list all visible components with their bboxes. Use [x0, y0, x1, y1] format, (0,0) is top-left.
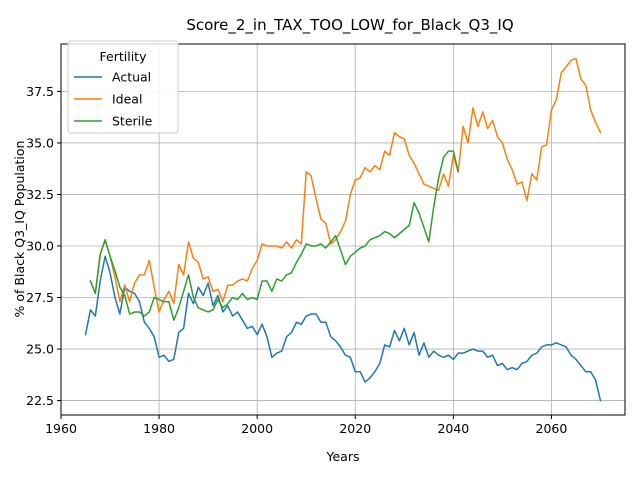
y-tick-label: 37.5 [26, 84, 54, 99]
x-tick-label: 2000 [241, 421, 273, 436]
x-tick-label: 2040 [437, 421, 469, 436]
legend-title: Fertility [100, 49, 148, 64]
legend-label-actual: Actual [112, 70, 151, 85]
legend: Fertility Actual Ideal Sterile [68, 41, 178, 133]
y-tick-label: 32.5 [26, 187, 54, 202]
chart-title: Score_2_in_TAX_TOO_LOW_for_Black_Q3_IQ [186, 16, 513, 35]
x-tick-label: 1980 [143, 421, 175, 436]
y-tick-label: 35.0 [26, 135, 54, 150]
y-tick-label: 22.5 [26, 393, 54, 408]
x-tick-label: 2020 [339, 421, 371, 436]
x-axis-title: Years [326, 449, 360, 464]
y-tick-label: 30.0 [26, 238, 54, 253]
legend-label-sterile: Sterile [112, 114, 153, 129]
y-tick-label: 25.0 [26, 342, 54, 357]
y-axis-title: % of Black Q3_IQ Population [12, 141, 27, 318]
x-tick-label: 1960 [45, 421, 77, 436]
y-tick-label: 27.5 [26, 290, 54, 305]
x-tick-label: 2060 [536, 421, 568, 436]
legend-label-ideal: Ideal [112, 92, 142, 107]
